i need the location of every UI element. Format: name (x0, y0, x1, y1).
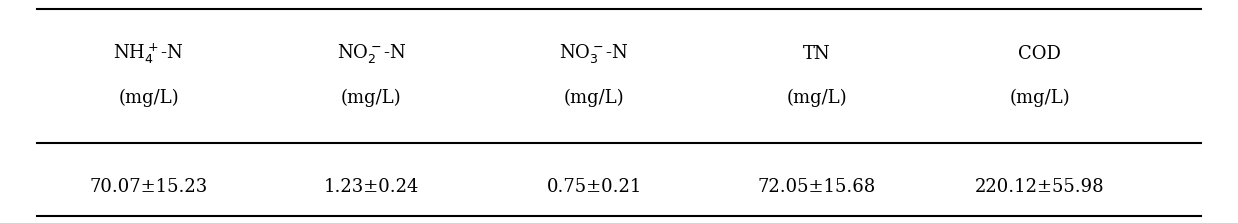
Text: (mg/L): (mg/L) (565, 89, 624, 107)
Text: 0.75±0.21: 0.75±0.21 (546, 178, 643, 196)
Text: (mg/L): (mg/L) (342, 89, 401, 107)
Text: NH$_4^+$-N: NH$_4^+$-N (113, 41, 184, 66)
Text: COD: COD (1019, 45, 1061, 62)
Text: 72.05±15.68: 72.05±15.68 (758, 178, 877, 196)
Text: NO$_3^-$-N: NO$_3^-$-N (560, 42, 629, 65)
Text: (mg/L): (mg/L) (119, 89, 178, 107)
Text: 1.23±0.24: 1.23±0.24 (323, 178, 420, 196)
Text: (mg/L): (mg/L) (787, 89, 847, 107)
Text: 220.12±55.98: 220.12±55.98 (976, 178, 1104, 196)
Text: (mg/L): (mg/L) (1010, 89, 1070, 107)
Text: 70.07±15.23: 70.07±15.23 (89, 178, 208, 196)
Text: TN: TN (803, 45, 831, 62)
Text: NO$_2^-$-N: NO$_2^-$-N (337, 42, 406, 65)
